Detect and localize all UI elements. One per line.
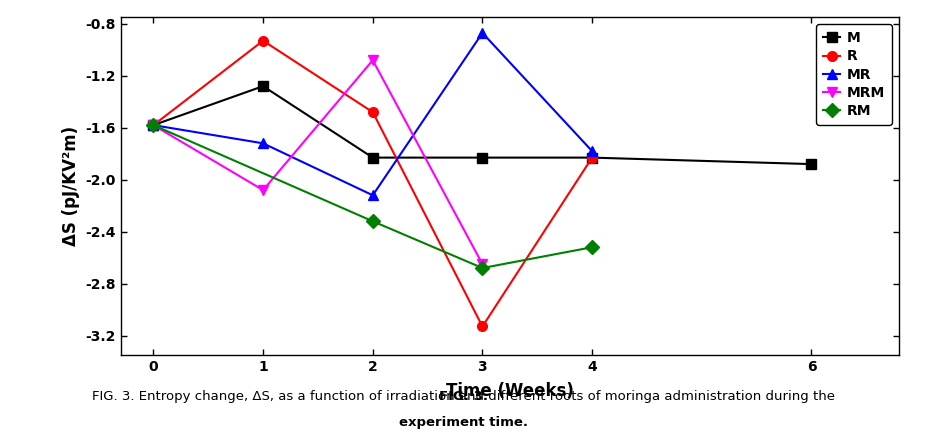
Line: MR: MR [148, 28, 597, 200]
R [476, 324, 488, 329]
Line: RM: RM [148, 120, 597, 273]
MRM [476, 262, 488, 267]
MR [258, 141, 269, 146]
RM [367, 219, 378, 224]
MR [587, 149, 598, 154]
M [367, 155, 378, 160]
Text: FIG. 3. Entropy change, ΔS, as a function of irradiation and different roots of : FIG. 3. Entropy change, ΔS, as a functio… [92, 390, 835, 403]
Line: R: R [148, 36, 597, 331]
M [806, 162, 817, 167]
RM [147, 123, 159, 128]
MR [367, 193, 378, 198]
Y-axis label: ΔS (pJ/KV²m): ΔS (pJ/KV²m) [61, 126, 80, 246]
R [367, 110, 378, 115]
RM [476, 265, 488, 271]
MR [476, 30, 488, 36]
M [147, 123, 159, 128]
X-axis label: Time (Weeks): Time (Weeks) [446, 382, 574, 400]
Text: experiment time.: experiment time. [399, 416, 528, 429]
M [258, 84, 269, 89]
RM [587, 245, 598, 250]
R [587, 155, 598, 160]
M [476, 155, 488, 160]
Text: FIG. 3.: FIG. 3. [439, 390, 488, 403]
MRM [258, 187, 269, 193]
MR [147, 123, 159, 128]
MRM [147, 123, 159, 128]
Legend: M, R, MR, MRM, RM: M, R, MR, MRM, RM [817, 24, 893, 125]
Line: M: M [148, 81, 817, 169]
R [258, 38, 269, 43]
M [587, 155, 598, 160]
R [147, 123, 159, 128]
MRM [367, 58, 378, 63]
Line: MRM: MRM [148, 55, 488, 269]
